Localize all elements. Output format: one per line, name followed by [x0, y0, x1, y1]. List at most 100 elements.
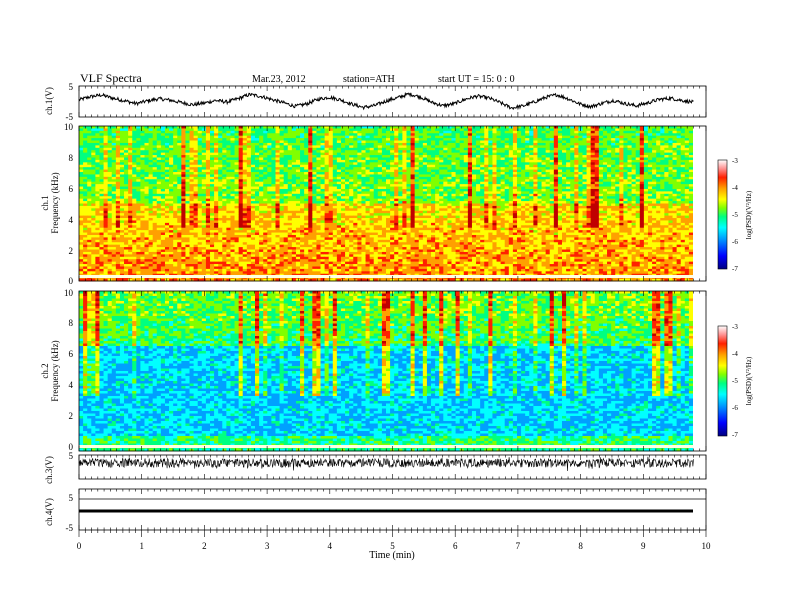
spec1-cell	[206, 145, 210, 148]
spec1-cell	[681, 160, 685, 163]
spec1-cell	[128, 141, 132, 144]
spec1-cell	[374, 143, 378, 146]
spec1-cell	[296, 165, 300, 168]
spec1-cell	[574, 138, 578, 141]
spec1-cell	[497, 150, 501, 153]
spec1-cell	[562, 153, 566, 156]
spec1-cell	[464, 160, 468, 163]
spec1-cell	[652, 153, 656, 156]
spec1-cell	[345, 133, 349, 136]
spec1-cell	[570, 155, 574, 158]
spec1-cell	[288, 162, 292, 165]
spec1-cell	[464, 162, 468, 165]
spec1-cell	[370, 128, 374, 131]
spec1-cell	[619, 131, 623, 134]
spec1-cell	[447, 157, 451, 160]
spec1-cell	[116, 128, 120, 131]
spec1-cell	[390, 153, 394, 156]
spec1-cell	[214, 160, 218, 163]
spec1-cell	[206, 150, 210, 153]
spec1-cell	[255, 128, 259, 131]
spec1-cell	[104, 165, 108, 168]
spec1-cell	[628, 153, 632, 156]
spec1-cell	[95, 133, 99, 136]
spec1-cell	[419, 145, 423, 148]
spec1-cell	[255, 141, 259, 144]
spec1-cell	[415, 157, 419, 160]
spec1-cell	[570, 160, 574, 163]
spec1-cell	[439, 133, 443, 136]
spec1-cell	[509, 143, 513, 146]
spec1-cell	[144, 126, 148, 129]
spec1-cell	[603, 136, 607, 139]
spec1-cell	[611, 150, 615, 153]
spec1-cell	[366, 162, 370, 165]
spec1-cell	[112, 150, 116, 153]
spec1-cell	[210, 145, 214, 148]
spec1-cell	[521, 162, 525, 165]
spec1-cell	[423, 133, 427, 136]
spec1-cell	[574, 160, 578, 163]
spec1-cell	[185, 141, 189, 144]
spec1-cell	[427, 162, 431, 165]
spec1-cell	[218, 141, 222, 144]
spec1-cell	[484, 143, 488, 146]
spec1-cell	[116, 141, 120, 144]
spec1-cell	[263, 133, 267, 136]
spec1-cell	[443, 153, 447, 156]
spec1-cell	[386, 160, 390, 163]
spec1-cell	[656, 128, 660, 131]
spec1-cell	[144, 141, 148, 144]
spec1-cell	[587, 141, 591, 144]
spec1-cell	[95, 155, 99, 158]
spec1-cell	[677, 136, 681, 139]
spec1-cell	[394, 167, 398, 170]
spec1-cell	[79, 162, 83, 165]
spec1-cell	[554, 126, 558, 129]
spec1-cell	[230, 143, 234, 146]
spec1-cell	[562, 145, 566, 148]
spec1-cell	[619, 148, 623, 151]
spec1-cell	[288, 126, 292, 129]
spec1-cell	[525, 153, 529, 156]
spec1-cell	[153, 155, 157, 158]
spec1-cell	[361, 162, 365, 165]
spec1-cell	[411, 153, 415, 156]
spec1-cell	[312, 162, 316, 165]
spec1-cell	[153, 167, 157, 170]
spec1-cell	[550, 157, 554, 160]
spec1-cell	[345, 138, 349, 141]
spec1-cell	[382, 143, 386, 146]
spec1-cell	[652, 143, 656, 146]
spec1-cell	[406, 153, 410, 156]
spec1-cell	[198, 150, 202, 153]
spec1-cell	[267, 162, 271, 165]
spec1-cell	[108, 165, 112, 168]
spec1-cell	[607, 162, 611, 165]
spec1-cell	[509, 141, 513, 144]
spec1-cell	[615, 155, 619, 158]
spec1-cell	[321, 145, 325, 148]
spec1-cell	[623, 162, 627, 165]
spec1-cell	[398, 160, 402, 163]
spec1-cell	[443, 138, 447, 141]
spec1-cell	[406, 128, 410, 131]
spec1-cell	[390, 155, 394, 158]
spec1-cell	[206, 138, 210, 141]
spec1-cell	[558, 133, 562, 136]
spec1-cell	[447, 138, 451, 141]
spec1-cell	[431, 141, 435, 144]
spec1-cell	[116, 148, 120, 151]
spec1-cell	[312, 126, 316, 129]
spec1-cell	[533, 150, 537, 153]
spec1-cell	[341, 155, 345, 158]
spec1-cell	[476, 131, 480, 134]
spec1-cell	[464, 136, 468, 139]
spec1-cell	[587, 126, 591, 129]
spec1-cell	[128, 138, 132, 141]
spec1-cell	[108, 131, 112, 134]
spec1-cell	[288, 145, 292, 148]
spec1-cell	[628, 141, 632, 144]
spec1-cell	[275, 141, 279, 144]
spec1-cell	[546, 141, 550, 144]
